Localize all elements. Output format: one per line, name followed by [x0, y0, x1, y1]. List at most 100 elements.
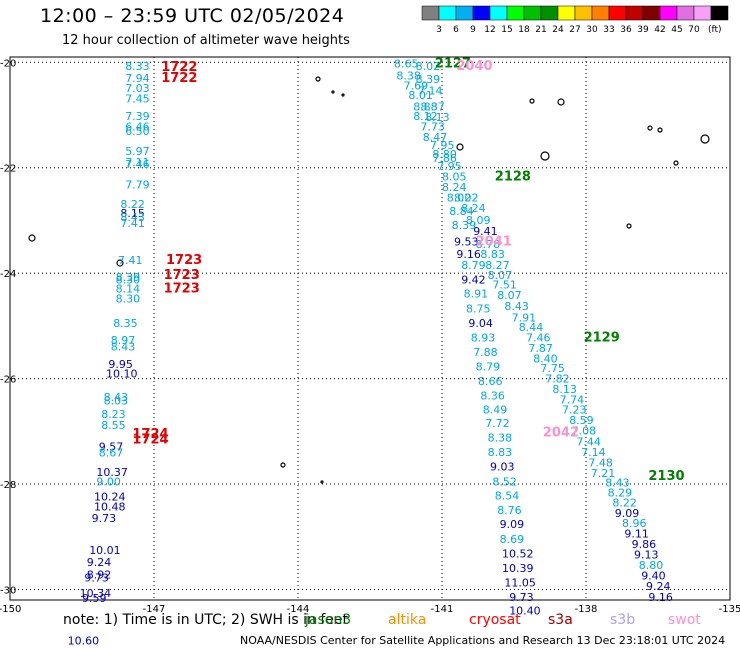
- wave-height-value: 8.33: [125, 60, 150, 73]
- island-outline: [331, 90, 335, 94]
- colorbar-tick-label: 30: [586, 25, 598, 35]
- wave-height-value: 10.48: [94, 501, 126, 514]
- wave-height-value: 8.52: [492, 475, 517, 488]
- wave-height-value: 9.16: [456, 248, 481, 261]
- wave-height-value: 9.42: [461, 273, 486, 286]
- wave-height-value: 8.13: [552, 383, 577, 396]
- wave-height-value: 8.39: [416, 73, 441, 86]
- wave-height-value: 7.39: [125, 110, 150, 123]
- wave-height-value: 8.01: [408, 89, 433, 102]
- satellite-legend-altika: altika: [388, 612, 427, 628]
- wave-height-value: 9.09: [615, 507, 640, 520]
- island-outline: [320, 480, 324, 484]
- wave-height-value: 8.97: [111, 334, 136, 347]
- longitude-label: -144: [287, 604, 310, 615]
- wave-height-value: 7.23: [562, 404, 587, 417]
- wave-height-value: 9.86: [632, 538, 657, 551]
- wave-height-value: 8.83: [480, 248, 505, 261]
- island-outline: [456, 143, 464, 151]
- wave-height-value: 7.79: [125, 179, 150, 192]
- longitude-label: -150: [0, 604, 21, 615]
- wave-height-value: 8.43: [111, 340, 136, 353]
- island-outline: [557, 98, 565, 106]
- wave-height-value: 7.46: [125, 158, 150, 171]
- latitude-label: -30: [0, 585, 16, 596]
- wave-height-value: 10.40: [509, 604, 541, 617]
- wave-height-value: 8.22: [612, 496, 637, 509]
- wave-height-value: 8.47: [423, 131, 448, 144]
- wave-height-value: 7.41: [120, 217, 144, 230]
- wave-height-value: 8.30: [116, 273, 141, 286]
- wave-height-value: 8.79: [476, 360, 501, 373]
- island-outline: [28, 234, 36, 242]
- pass-number-label: 1724: [132, 433, 168, 448]
- wave-height-value: 8.09: [466, 214, 491, 227]
- pass-number-label: 2130: [648, 469, 684, 484]
- pass-number-label: 1722: [161, 60, 197, 75]
- wave-height-value: 10.60: [68, 635, 100, 648]
- colorbar-tick-label: 12: [484, 25, 495, 35]
- wave-height-value: 7.14: [581, 446, 606, 459]
- wave-height-value: 8.75: [466, 302, 491, 315]
- wave-height-value: 5.97: [125, 145, 150, 158]
- colorbar-tick-label: 33: [603, 25, 614, 35]
- wave-height-value: 7.41: [118, 254, 143, 267]
- wave-height-value: 9.59: [82, 592, 107, 605]
- wave-height-value: 9.09: [500, 518, 524, 531]
- colorbar-tick-label: 39: [637, 25, 649, 35]
- wave-height-value: 7.14: [418, 85, 443, 98]
- colorbar-tick-label: 15: [501, 25, 512, 35]
- colorbar-swatch: [710, 5, 729, 21]
- wave-height-value: 8.43: [104, 391, 129, 404]
- wave-height-value: 6.46: [125, 121, 150, 134]
- pass-number-label: 1724: [132, 427, 168, 442]
- colorbar-tick-label: 6: [453, 25, 459, 35]
- wave-height-value: 10.34: [80, 587, 112, 600]
- island-outline: [626, 223, 632, 229]
- wave-height-value: 8.37: [420, 101, 445, 114]
- pass-number-label: 2041: [476, 234, 512, 249]
- wave-height-value: 7.88: [473, 346, 498, 359]
- wave-height-value: 8.76: [497, 504, 522, 517]
- wave-height-value: 9.73: [509, 591, 534, 604]
- latitude-label: -22: [0, 164, 16, 175]
- wave-height-value: 7.44: [576, 435, 601, 448]
- wave-height-value: 8.92: [87, 569, 112, 582]
- colorbar-tick-label: 24: [552, 25, 564, 35]
- latitude-label: -26: [0, 375, 16, 386]
- wave-height-value: 7.48: [588, 456, 613, 469]
- colorbar-tick-label: 36: [620, 25, 632, 35]
- wave-height-value: 8.69: [500, 533, 524, 546]
- longitude-label: -135: [719, 604, 740, 615]
- island-outline: [341, 93, 345, 97]
- wave-height-value: 8.03: [104, 395, 129, 408]
- wave-height-value: 7.46: [526, 331, 551, 344]
- pass-number-label: 2040: [456, 59, 492, 74]
- wave-height-value: 7.03: [125, 82, 150, 95]
- pass-number-label: 2129: [584, 330, 620, 345]
- island-outline: [540, 151, 550, 161]
- wave-height-value: 8.29: [608, 486, 633, 499]
- wave-height-value: 7.72: [485, 417, 510, 430]
- colorbar-tick-label: 70: [688, 25, 700, 35]
- wave-height-value: 8.05: [442, 171, 467, 184]
- colorbar-tick-label: 9: [470, 25, 476, 35]
- footer-credit: NOAA/NESDIS Center for Satellite Applica…: [240, 634, 726, 647]
- wave-height-value: 8.02: [454, 192, 479, 205]
- island-outline: [280, 462, 286, 468]
- wave-height-value: 7.95: [437, 160, 462, 173]
- island-outline: [673, 160, 679, 166]
- wave-height-value: 8.12: [413, 110, 438, 123]
- wave-height-value: 7.73: [420, 121, 445, 134]
- colorbar-tick-label: 3: [436, 25, 442, 35]
- wave-height-value: 8.24: [461, 202, 486, 215]
- wave-height-value: 8.88: [413, 101, 438, 114]
- wave-height-value: 8.59: [569, 414, 594, 427]
- pass-number-label: 2128: [495, 170, 531, 185]
- wave-height-value: 7.69: [404, 79, 429, 92]
- wave-height-value: 7.45: [125, 93, 150, 106]
- pass-number-label: 1723: [164, 281, 200, 296]
- wave-height-value: 8.84: [449, 205, 474, 218]
- wave-height-value: 8.38: [396, 69, 421, 82]
- wave-height-value: 8.66: [478, 375, 503, 388]
